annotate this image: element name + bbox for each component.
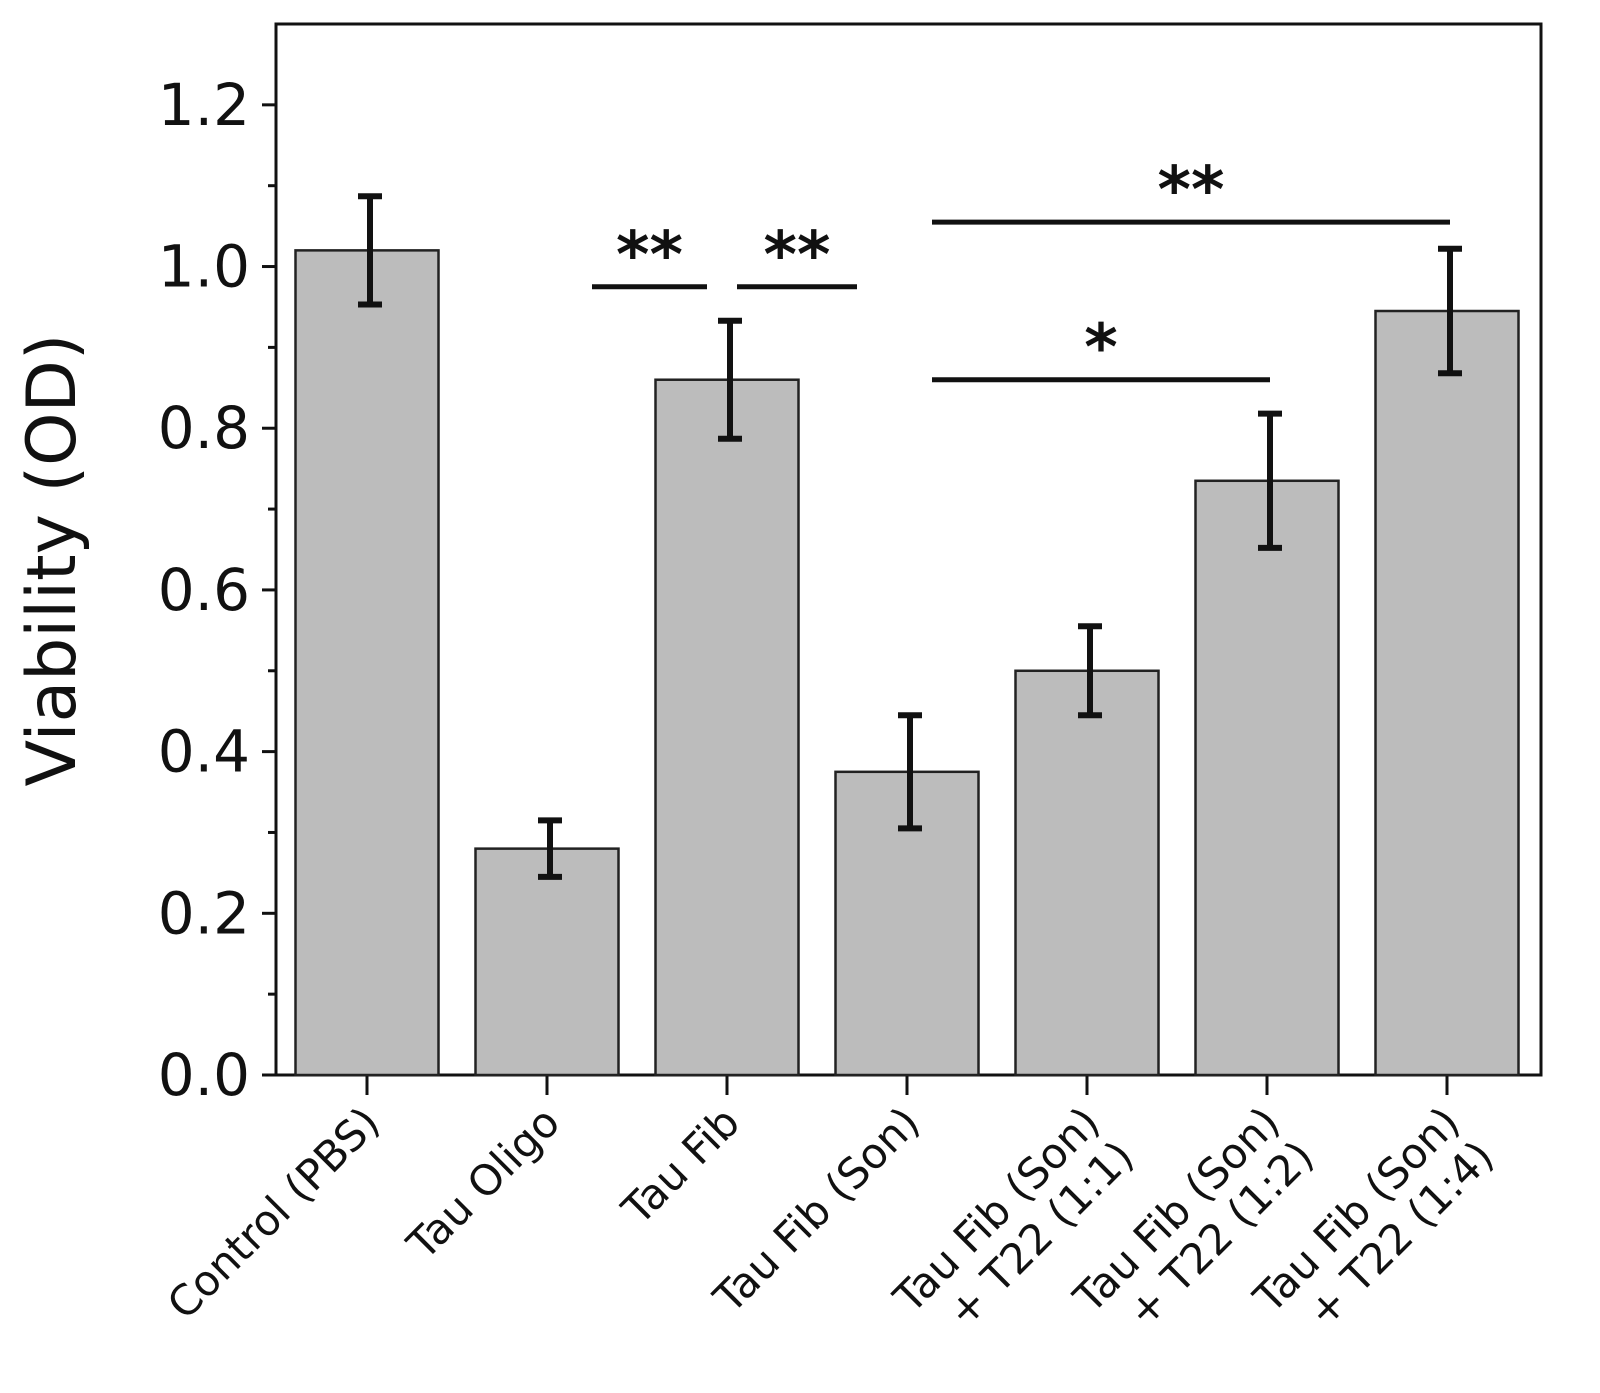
y-tick-label: 0.0 <box>158 1041 250 1109</box>
bar <box>1014 669 1160 1077</box>
category-label-line: Control (PBS) <box>158 1097 389 1328</box>
bar <box>654 378 800 1077</box>
significance-label: ** <box>616 219 683 293</box>
significance-group: ** ***** <box>592 154 1450 386</box>
y-tick-label: 0.2 <box>158 879 250 947</box>
y-tick-label: 0.4 <box>158 718 250 786</box>
y-tick-label: 1.0 <box>158 233 250 301</box>
y-tick-label: 1.2 <box>158 71 250 139</box>
bar <box>474 847 620 1077</box>
error-bars-group <box>358 193 1462 880</box>
category-label: Tau Oligo <box>397 1097 569 1269</box>
category-label: Tau Fib <box>612 1097 749 1234</box>
category-label: Control (PBS) <box>158 1097 389 1328</box>
bar <box>1194 479 1340 1077</box>
bars-group <box>294 249 1520 1077</box>
significance-label: * <box>1084 312 1117 386</box>
significance-label: ** <box>764 219 831 293</box>
significance-label: ** <box>1158 154 1225 228</box>
y-axis: 0.0 0.2 0.4 0.6 0.8 1.0 1.2 <box>158 71 276 1109</box>
y-tick-label: 0.8 <box>158 394 250 462</box>
bar <box>1374 309 1520 1077</box>
bar <box>294 249 440 1077</box>
y-tick-label: 0.6 <box>158 556 250 624</box>
category-label-line: Tau Fib <box>612 1097 749 1234</box>
x-axis <box>262 1073 1541 1095</box>
y-axis-title: Viability (OD) <box>13 334 92 787</box>
category-label-line: Tau Oligo <box>397 1097 569 1269</box>
